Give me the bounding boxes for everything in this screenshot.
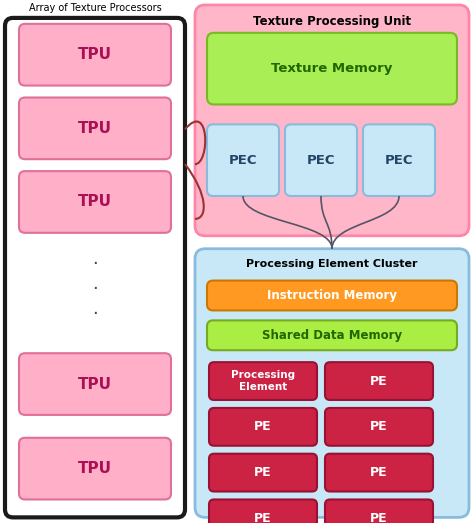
Text: PEC: PEC: [385, 154, 413, 167]
FancyBboxPatch shape: [19, 97, 171, 159]
FancyBboxPatch shape: [209, 408, 317, 446]
Text: Processing
Element: Processing Element: [231, 370, 295, 392]
Text: PE: PE: [370, 512, 388, 525]
FancyBboxPatch shape: [325, 454, 433, 491]
Text: PE: PE: [254, 512, 272, 525]
Text: PE: PE: [254, 466, 272, 479]
Text: Instruction Memory: Instruction Memory: [267, 289, 397, 302]
Text: PE: PE: [254, 420, 272, 433]
FancyBboxPatch shape: [207, 124, 279, 196]
Text: TPU: TPU: [78, 121, 112, 136]
Text: TPU: TPU: [78, 461, 112, 476]
Text: TPU: TPU: [78, 195, 112, 209]
Text: TPU: TPU: [78, 377, 112, 391]
Text: Texture Memory: Texture Memory: [271, 62, 392, 75]
FancyBboxPatch shape: [19, 438, 171, 500]
FancyBboxPatch shape: [325, 500, 433, 526]
FancyBboxPatch shape: [5, 18, 185, 518]
FancyBboxPatch shape: [363, 124, 435, 196]
FancyBboxPatch shape: [19, 353, 171, 415]
Text: PE: PE: [370, 375, 388, 388]
Text: PE: PE: [370, 420, 388, 433]
Text: Texture Processing Unit: Texture Processing Unit: [253, 15, 411, 28]
Text: Processing Element Cluster: Processing Element Cluster: [246, 259, 418, 269]
FancyBboxPatch shape: [285, 124, 357, 196]
FancyBboxPatch shape: [325, 362, 433, 400]
FancyBboxPatch shape: [209, 362, 317, 400]
FancyBboxPatch shape: [19, 171, 171, 233]
Text: PE: PE: [370, 466, 388, 479]
Text: TPU: TPU: [78, 47, 112, 62]
Text: Array of Texture Processors: Array of Texture Processors: [28, 3, 161, 13]
FancyBboxPatch shape: [209, 454, 317, 491]
FancyBboxPatch shape: [207, 320, 457, 350]
FancyBboxPatch shape: [207, 33, 457, 105]
FancyBboxPatch shape: [207, 280, 457, 310]
Text: ·
·
·: · · ·: [92, 255, 98, 322]
Text: Shared Data Memory: Shared Data Memory: [262, 329, 402, 342]
FancyBboxPatch shape: [195, 249, 469, 518]
Text: PEC: PEC: [307, 154, 335, 167]
FancyBboxPatch shape: [209, 500, 317, 526]
Text: PEC: PEC: [229, 154, 257, 167]
FancyBboxPatch shape: [195, 5, 469, 236]
FancyBboxPatch shape: [325, 408, 433, 446]
FancyBboxPatch shape: [19, 24, 171, 86]
